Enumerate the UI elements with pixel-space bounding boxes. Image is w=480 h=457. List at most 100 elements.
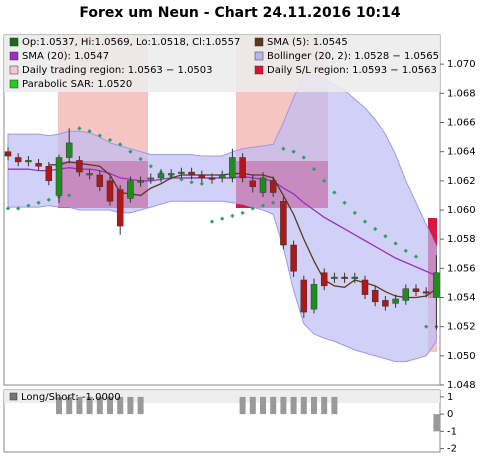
legend-swatch [9, 79, 19, 89]
bar [331, 396, 338, 415]
sar-dot [352, 210, 357, 216]
sar-dot [393, 241, 398, 246]
bar [280, 396, 287, 415]
candle-body [280, 201, 287, 246]
bar [66, 396, 73, 415]
sar-dot [5, 206, 11, 211]
sar-dot [413, 254, 419, 259]
bar [321, 396, 328, 415]
sar-dot [189, 180, 194, 185]
legend-label: SMA (20): 1.0547 [22, 51, 109, 62]
candle-body [300, 279, 308, 313]
sar-dot [260, 203, 266, 208]
candle-body [55, 157, 63, 196]
candle-body [371, 289, 379, 303]
legend-label: Daily S/L region: 1.0593 − 1.0563 [267, 65, 437, 76]
bar [300, 396, 307, 415]
bar [137, 396, 144, 415]
candle-body [147, 177, 155, 180]
candle-body [341, 276, 348, 279]
sar-dot [311, 167, 317, 172]
y-tick-label: 1.054 [447, 293, 476, 304]
bar [290, 396, 297, 415]
sar-dot [118, 142, 123, 147]
candle-body [269, 180, 277, 193]
sar-dot [220, 216, 225, 221]
legend-label: Daily trading region: 1.0563 − 1.0503 [22, 65, 213, 76]
candle-body [45, 166, 53, 182]
legend-box [4, 35, 440, 92]
legend-swatch [254, 37, 264, 47]
sar-dot [322, 178, 327, 183]
legend-swatch [9, 392, 18, 401]
sar-dot [301, 155, 306, 160]
legend-label: Op:1.0537, Hi:1.0569, Lo:1.0518, Cl:1.05… [22, 37, 240, 48]
candle-body [239, 157, 246, 179]
candle-body [178, 171, 185, 174]
bar [249, 396, 256, 415]
candle-body [96, 174, 104, 187]
sar-dot [240, 210, 245, 216]
sar-dot [271, 200, 276, 205]
sar-dot [148, 164, 153, 169]
sar-dot [403, 248, 408, 253]
candle-body [76, 160, 83, 173]
candle-body [249, 180, 257, 187]
sar-dot [26, 203, 31, 208]
y-tick-label: 1.068 [447, 88, 476, 99]
candle-body [127, 180, 134, 199]
legend-swatch [254, 65, 264, 75]
candle-body [361, 279, 369, 295]
bar [76, 396, 83, 415]
candle-body [116, 189, 124, 227]
sar-dot [128, 149, 133, 154]
sar-dot [332, 190, 337, 195]
candle-body [433, 272, 440, 298]
candle-body [198, 174, 206, 179]
y-tick-label: 1.064 [447, 147, 476, 158]
bar [260, 396, 266, 415]
sar-dot [36, 200, 41, 205]
bar [107, 396, 113, 415]
candle-body [382, 300, 389, 307]
bar [127, 396, 134, 415]
candle-body [65, 142, 73, 158]
sar-dot [138, 156, 143, 162]
candle-body [422, 291, 430, 294]
candle-body [14, 157, 22, 163]
y-tick-label: 1.056 [447, 263, 476, 274]
chart-title: Forex um Neun - Chart 24.11.2016 10:14 [79, 5, 400, 21]
candle-body [188, 171, 195, 176]
bar [117, 396, 124, 415]
sar-dot [77, 126, 82, 131]
bar [270, 396, 277, 415]
y-tick-label: 1.070 [447, 59, 476, 70]
sar-dot [424, 324, 429, 329]
bar [311, 396, 317, 415]
legend-label: Long/Short: -1.0000 [21, 392, 121, 403]
sar-dot [46, 197, 51, 202]
bar [86, 396, 93, 415]
legend-label: SMA (5): 1.0545 [267, 37, 348, 48]
candle-body [4, 151, 12, 157]
bar [96, 396, 103, 415]
sar-dot [97, 133, 102, 138]
legend-label: Parabolic SAR: 1.0520 [22, 79, 132, 90]
legend-swatch [9, 37, 19, 47]
bar [433, 414, 440, 432]
y-tick-label: 1.052 [447, 322, 476, 333]
candle-body [25, 160, 32, 163]
candle-body [392, 298, 399, 304]
y-tick-label: -2 [447, 444, 457, 455]
candle-body [412, 288, 420, 292]
sar-dot [373, 226, 378, 232]
sar-dot [342, 200, 347, 205]
sar-dot [209, 219, 215, 224]
candle-body [229, 157, 236, 179]
y-tick-label: 1.048 [447, 380, 476, 391]
bollinger-band [7, 73, 437, 363]
candle-body [35, 163, 42, 167]
sar-dot [179, 177, 184, 182]
sar-dot [383, 234, 388, 239]
